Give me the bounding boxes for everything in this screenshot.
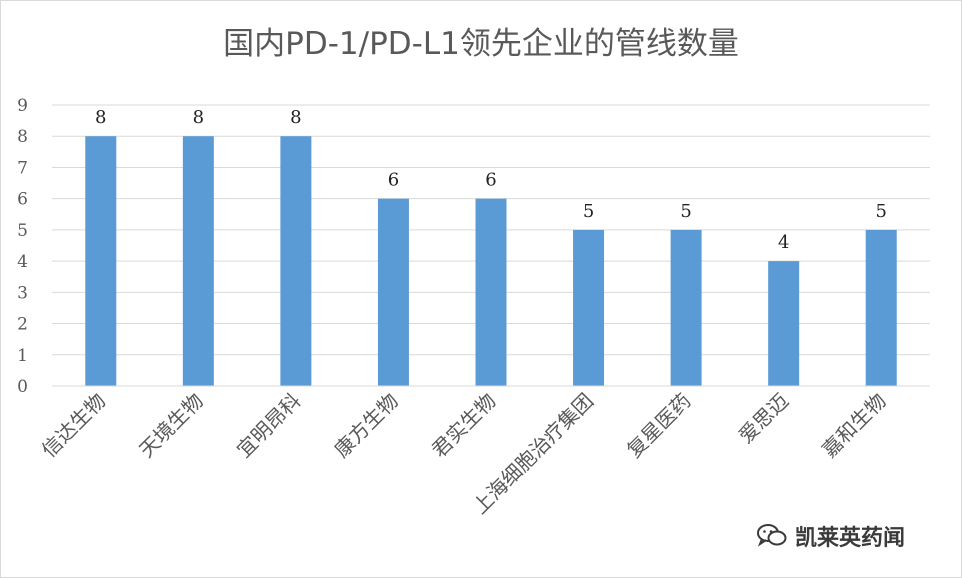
x-tick-label: 爱思迈 (734, 389, 793, 448)
bar (865, 229, 897, 386)
x-tick-label: 天境生物 (134, 389, 208, 463)
x-tick-label: 信达生物 (37, 389, 111, 463)
y-tick-label: 9 (17, 96, 28, 116)
bar (573, 229, 605, 386)
y-tick-label: 6 (17, 190, 28, 210)
x-tick-label: 康方生物 (329, 389, 403, 463)
x-tick-label: 宜明昂科 (232, 389, 306, 463)
x-tick-label: 君实生物 (427, 389, 501, 463)
data-label: 8 (95, 107, 106, 128)
y-tick-label: 8 (17, 127, 28, 147)
wechat-icon (757, 524, 787, 547)
bar (475, 198, 507, 386)
bar (377, 198, 409, 386)
bar (182, 136, 214, 386)
data-label: 6 (485, 170, 496, 191)
data-label: 8 (290, 107, 301, 128)
chart-title: 国内PD-1/PD-L1领先企业的管线数量 (223, 26, 739, 62)
data-label: 8 (193, 107, 204, 128)
data-label: 4 (778, 232, 789, 253)
data-label: 5 (583, 201, 594, 222)
watermark: 凯莱英药闻 (757, 521, 905, 551)
bar (280, 136, 312, 386)
bar (85, 136, 117, 386)
y-tick-label: 7 (17, 158, 28, 178)
x-tick-label: 嘉和生物 (817, 389, 891, 463)
watermark-text: 凯莱英药闻 (795, 526, 906, 551)
data-label: 5 (875, 201, 886, 222)
y-tick-label: 5 (17, 221, 28, 241)
y-tick-label: 2 (17, 315, 28, 335)
y-tick-label: 3 (17, 283, 28, 303)
data-label: 6 (388, 170, 399, 191)
y-tick-label: 4 (17, 252, 28, 272)
y-tick-label: 1 (17, 346, 28, 366)
data-label: 5 (680, 201, 691, 222)
bar (670, 229, 702, 386)
bar (768, 261, 800, 386)
y-tick-label: 0 (17, 377, 28, 397)
x-tick-label: 复星医药 (622, 389, 696, 463)
